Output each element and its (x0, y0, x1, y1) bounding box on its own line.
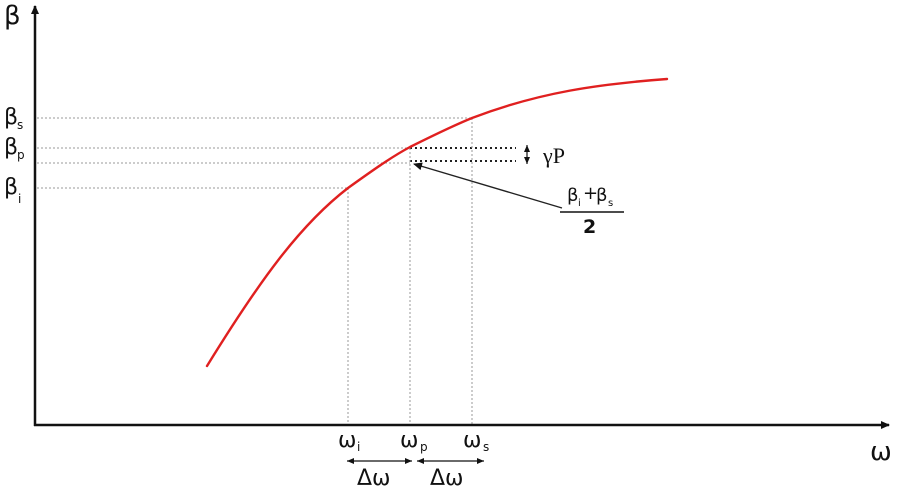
svg-text:β: β (4, 105, 18, 130)
vertical-guides (347, 118, 473, 424)
beta-p-label: β p (4, 135, 25, 162)
svg-text:s: s (483, 440, 489, 454)
beta-s-label: β s (4, 105, 23, 132)
omega-s-label: ω s (463, 428, 489, 454)
svg-text:i: i (578, 198, 581, 209)
svg-text:β: β (4, 175, 18, 200)
svg-text:p: p (420, 440, 428, 454)
x-axis-label: ω (870, 437, 892, 467)
svg-text:s: s (608, 198, 613, 209)
svg-text:β: β (596, 185, 608, 206)
gamma-p-label: γP (542, 143, 565, 168)
horizontal-guides (37, 117, 472, 189)
omega-p-label: ω p (400, 428, 428, 454)
dispersion-curve (205, 77, 669, 368)
svg-text:i: i (357, 440, 360, 454)
svg-text:+: + (583, 183, 598, 204)
svg-text:2: 2 (583, 216, 596, 238)
svg-text:β: β (567, 185, 579, 206)
svg-text:p: p (17, 148, 25, 162)
svg-text:ω: ω (400, 428, 418, 453)
svg-text:β: β (4, 135, 18, 160)
gamma-p-lines (410, 147, 516, 162)
delta-omega-label-left: Δω (357, 466, 390, 489)
y-axis-label: β (4, 1, 21, 31)
omega-i-label: ω i (338, 428, 360, 454)
beta-i-label: β i (4, 175, 21, 206)
svg-text:i: i (18, 192, 21, 206)
svg-text:s: s (17, 118, 23, 132)
delta-omega-label-right: Δω (430, 466, 463, 489)
midpoint-fraction: β i + β s 2 (560, 183, 624, 238)
svg-text:ω: ω (463, 428, 481, 453)
svg-text:ω: ω (338, 428, 356, 453)
midpoint-pointer-arrow (413, 162, 563, 209)
